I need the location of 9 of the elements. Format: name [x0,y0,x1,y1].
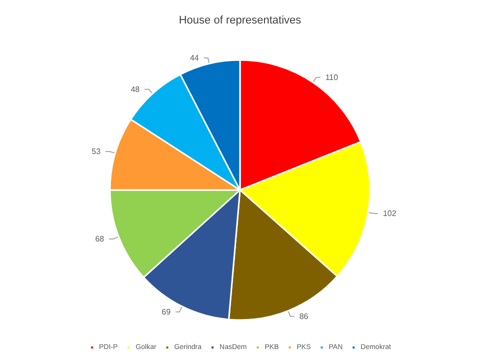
data-label: 48 [130,84,140,94]
data-label: 53 [92,146,102,156]
data-label: 102 [382,208,397,218]
data-label: 68 [95,234,105,244]
data-label: 86 [299,312,309,321]
data-label: 110 [325,72,339,82]
data-label: 69 [162,307,172,316]
chart-title: House of representatives [178,14,302,26]
data-label: 44 [190,53,200,62]
